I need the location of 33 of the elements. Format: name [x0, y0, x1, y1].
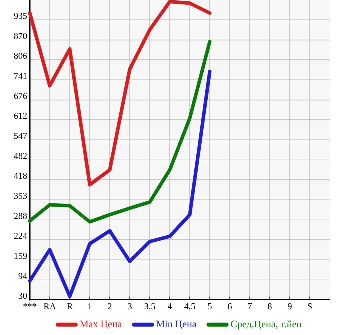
y-tick-label: 547: [14, 133, 28, 140]
x-tick-label: 6: [228, 304, 232, 310]
x-tick-label: 3: [128, 304, 132, 310]
x-tick-label: 4: [168, 304, 172, 310]
x-tick-label: RA: [44, 304, 56, 310]
x-tick-label: 2: [108, 304, 112, 310]
y-tick-label: 870: [14, 33, 28, 40]
y-tick-label: 612: [14, 112, 27, 120]
y-tick-label: 935: [14, 13, 28, 20]
y-tick-label: 288: [14, 213, 28, 220]
y-tick-label: 676: [14, 93, 28, 100]
y-tick-label: 94: [18, 273, 28, 280]
y-tick-label: 30: [18, 292, 28, 300]
x-tick-label: 9: [288, 304, 292, 310]
y-tick-label: 353: [14, 193, 28, 200]
x-tick-label: 1: [88, 304, 92, 310]
y-tick-label: 224: [14, 233, 28, 239]
y-tick-label: 159: [14, 253, 28, 260]
y-tick-label: 741: [14, 73, 27, 80]
y-tick-label: 806: [14, 52, 28, 60]
legend-label: Сред.Цена, т.йен: [231, 320, 302, 330]
x-tick-label: 3,5: [144, 304, 156, 311]
x-tick-label: ***: [24, 304, 36, 307]
x-tick-label: 7: [248, 304, 252, 310]
x-tick-label: S: [308, 304, 312, 310]
x-tick-label: 8: [268, 304, 272, 310]
x-tick-label: R: [67, 304, 73, 310]
legend-label: Min Цена: [156, 320, 197, 330]
x-tick-label: 4,5: [184, 304, 196, 311]
y-tick-label: 482: [14, 153, 27, 160]
legend-label: Max Цена: [80, 320, 122, 330]
y-tick-label: 418: [14, 172, 28, 180]
x-tick-label: 5: [208, 304, 212, 310]
